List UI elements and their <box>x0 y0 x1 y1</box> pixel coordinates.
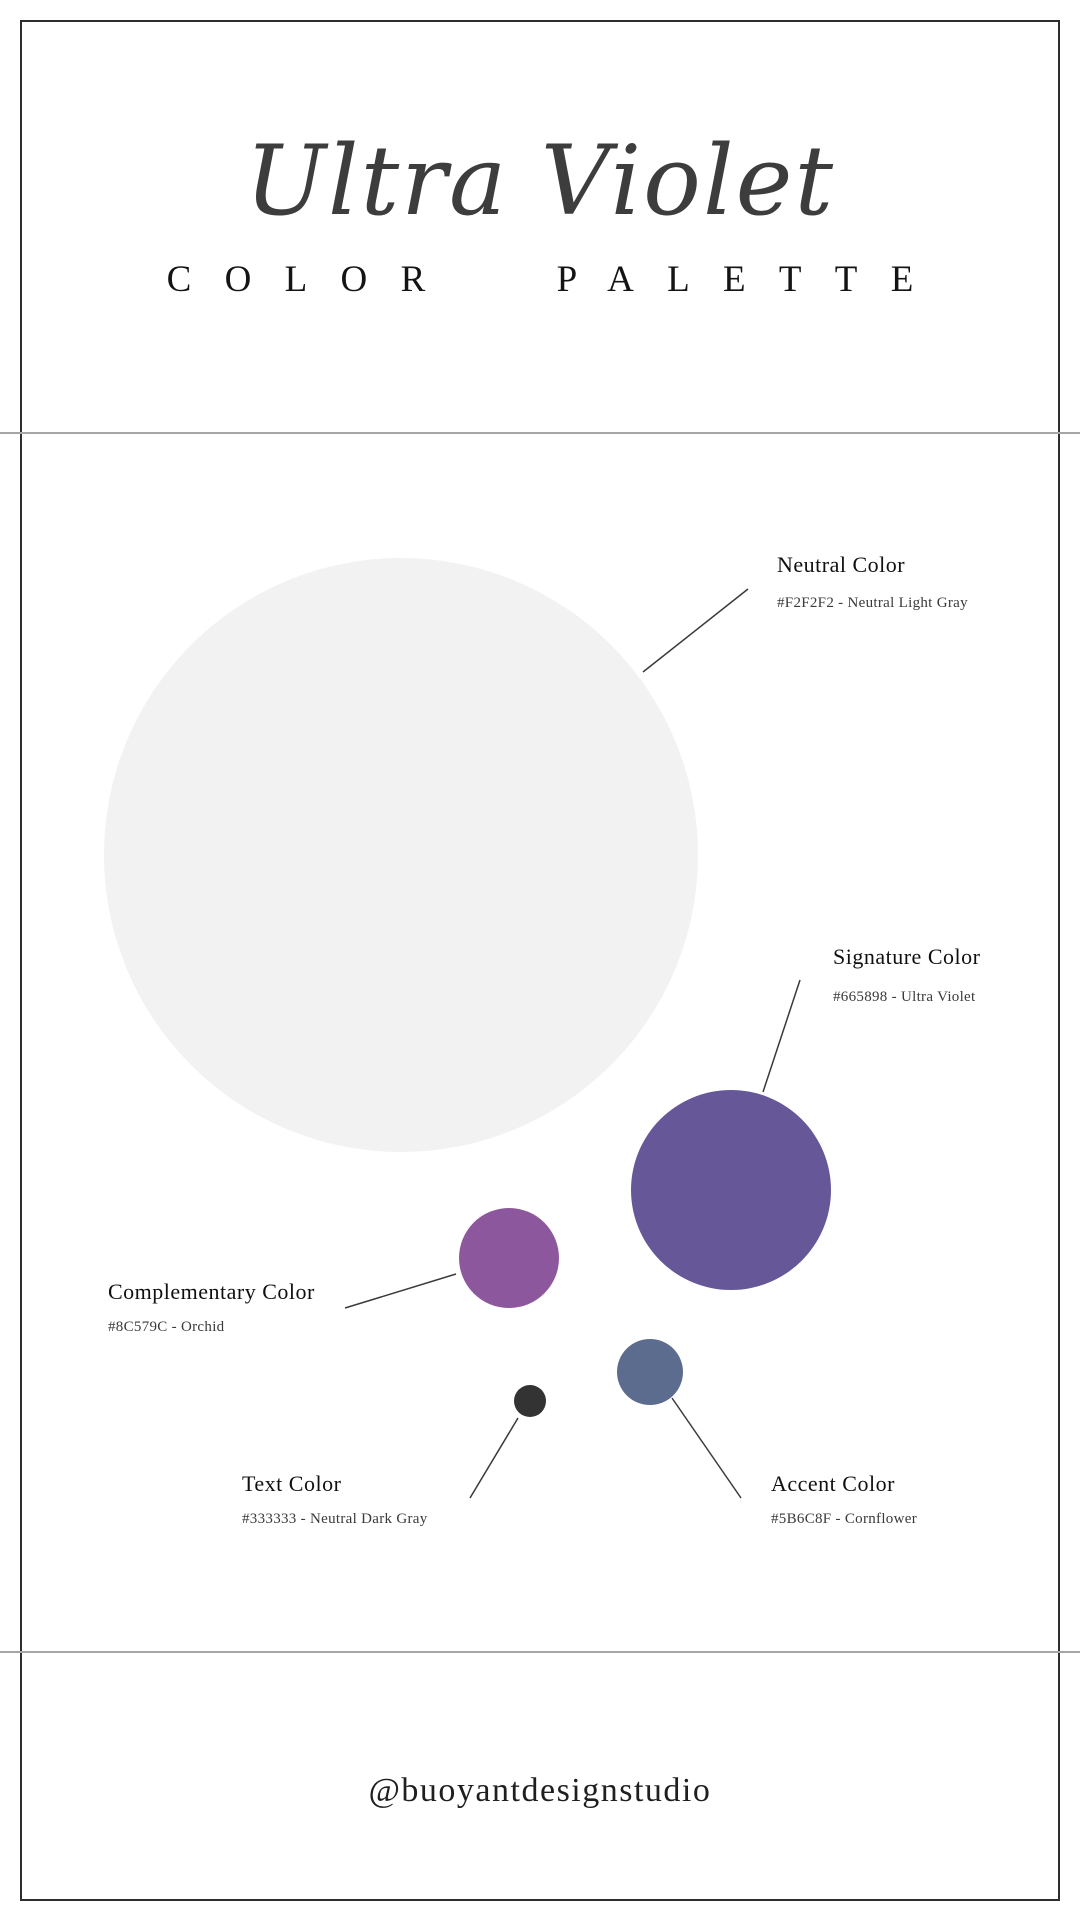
poster-footer-handle: @buoyantdesignstudio <box>368 1772 712 1809</box>
leader-line-accent <box>671 1397 742 1499</box>
poster-border <box>20 20 1060 1901</box>
complementary-color-label: Complementary Color #8C579C - Orchid <box>108 1279 315 1336</box>
accent-color-label-heading: Accent Color <box>771 1471 895 1496</box>
accent-color-circle <box>617 1339 683 1405</box>
neutral-color-circle <box>104 558 698 1152</box>
text-color-label-heading: Text Color <box>242 1471 342 1496</box>
leader-line-text <box>469 1417 519 1499</box>
leader-line-complementary <box>344 1273 457 1309</box>
complementary-color-circle <box>459 1208 559 1308</box>
leader-line-neutral <box>642 588 749 673</box>
divider-top <box>0 432 1080 434</box>
leader-line-signature <box>762 979 801 1093</box>
neutral-color-label-hex: #F2F2F2 - Neutral Light Gray <box>777 595 968 611</box>
poster-title: Ultra Violet <box>244 125 836 237</box>
accent-color-label: Accent Color #5B6C8F - Cornflower <box>771 1471 917 1528</box>
complementary-color-label-heading: Complementary Color <box>108 1279 315 1304</box>
poster-subtitle: COLOR PALETTE <box>166 259 947 300</box>
signature-color-label-heading: Signature Color <box>833 944 981 969</box>
complementary-color-label-hex: #8C579C - Orchid <box>108 1319 225 1335</box>
signature-color-circle <box>631 1090 831 1290</box>
neutral-color-label-heading: Neutral Color <box>777 552 906 577</box>
signature-color-label-hex: #665898 - Ultra Violet <box>833 989 976 1005</box>
accent-color-label-hex: #5B6C8F - Cornflower <box>771 1511 917 1527</box>
divider-bottom <box>0 1651 1080 1653</box>
neutral-color-label: Neutral Color #F2F2F2 - Neutral Light Gr… <box>777 552 968 612</box>
text-color-label-hex: #333333 - Neutral Dark Gray <box>242 1511 428 1527</box>
signature-color-label: Signature Color #665898 - Ultra Violet <box>833 944 980 1010</box>
text-color-circle <box>514 1385 546 1417</box>
text-color-label: Text Color #333333 - Neutral Dark Gray <box>242 1471 428 1528</box>
